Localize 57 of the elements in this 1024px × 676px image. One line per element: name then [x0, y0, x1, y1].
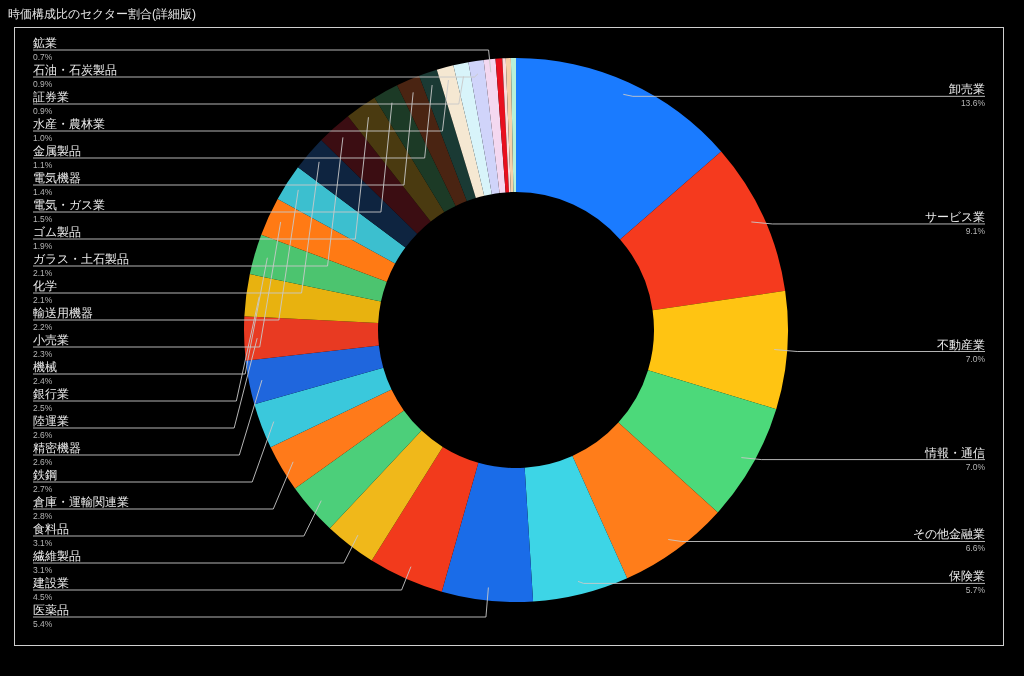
- data-label: 0.9%: [33, 106, 53, 116]
- slice-label: 輸送用機器: [33, 306, 93, 320]
- data-label: 2.8%: [33, 511, 53, 521]
- data-label: 7.0%: [965, 461, 986, 472]
- data-label: 3.1%: [33, 565, 53, 575]
- slice-label: 卸売業: [949, 82, 985, 97]
- data-label: 2.3%: [33, 349, 53, 359]
- slice-label: 建設業: [32, 576, 69, 590]
- data-label: 2.5%: [33, 403, 53, 413]
- slice-label: その他金融業: [913, 527, 985, 542]
- slice-label: 鉱業: [33, 36, 57, 50]
- slice-label: 小売業: [33, 333, 69, 347]
- slice-label: ガラス・土石製品: [33, 252, 129, 266]
- data-label: 2.7%: [33, 484, 53, 494]
- slice-label: 精密機器: [33, 441, 81, 455]
- slice-label: 情報・通信: [924, 445, 985, 460]
- data-label: 1.5%: [33, 214, 53, 224]
- chart-title: 時価構成比のセクター割合(詳細版): [8, 6, 196, 23]
- data-label: 3.1%: [33, 538, 53, 548]
- data-label: 7.0%: [965, 353, 986, 364]
- data-label: 0.9%: [33, 79, 53, 89]
- data-label: 4.5%: [33, 592, 53, 602]
- data-label: 0.7%: [33, 52, 53, 62]
- slice-label: 金属製品: [33, 144, 81, 158]
- slice-label: 医薬品: [33, 603, 69, 617]
- data-label: 1.0%: [33, 133, 53, 143]
- data-label: 6.6%: [965, 543, 986, 554]
- data-label: 1.4%: [33, 187, 53, 197]
- slice-label: ゴム製品: [33, 225, 81, 239]
- slice-label: サービス業: [925, 209, 985, 224]
- data-label: 2.4%: [33, 376, 53, 386]
- slice-label: 繊維製品: [32, 549, 81, 563]
- data-label: 2.6%: [33, 430, 53, 440]
- data-label: 2.2%: [33, 322, 53, 332]
- slice-label: 電気機器: [33, 171, 81, 185]
- slice-label: 水産・農林業: [33, 117, 105, 131]
- slice-label: 倉庫・運輸関連業: [33, 495, 129, 509]
- slice-label: 機械: [33, 360, 57, 374]
- slice-label: 陸運業: [33, 414, 69, 428]
- slice-label: 石油・石炭製品: [33, 63, 117, 77]
- slice-label: 証券業: [33, 90, 69, 104]
- data-label: 1.1%: [33, 160, 53, 170]
- data-label: 13.6%: [960, 98, 986, 109]
- slice-label: 食料品: [33, 522, 69, 536]
- data-label: 2.6%: [33, 457, 53, 467]
- data-label: 2.1%: [33, 295, 53, 305]
- slice-label: 不動産業: [937, 337, 985, 352]
- slice-label: 化学: [33, 279, 57, 293]
- data-label: 5.4%: [33, 619, 53, 629]
- data-label: 2.1%: [33, 268, 53, 278]
- data-label: 9.1%: [965, 225, 986, 236]
- slice-label: 銀行業: [33, 387, 69, 401]
- data-label: 5.7%: [965, 585, 986, 596]
- slice-label: 鉄鋼: [33, 468, 57, 482]
- slice-label: 保険業: [949, 569, 985, 584]
- data-label: 1.9%: [33, 241, 53, 251]
- slice-label: 電気・ガス業: [33, 198, 105, 212]
